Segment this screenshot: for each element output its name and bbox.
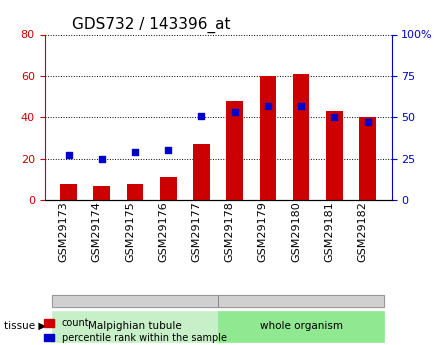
Point (131, 149, 138, 155)
Point (65, 152, 72, 158)
Bar (93, 186, 110, 200)
Text: tissue ▶: tissue ▶ (4, 321, 47, 331)
Point (165, 148, 172, 153)
Bar (326, 111, 343, 200)
Bar (359, 117, 376, 200)
Bar (60, 184, 77, 200)
Bar (193, 144, 210, 200)
Point (364, 119, 371, 125)
Point (331, 115, 338, 120)
Bar (259, 76, 276, 200)
Point (231, 110, 238, 115)
Legend: count, percentile rank within the sample: count, percentile rank within the sample (40, 314, 231, 345)
Bar (127, 184, 143, 200)
Text: Malpighian tubule: Malpighian tubule (88, 321, 182, 331)
Bar (227, 101, 243, 200)
Point (98, 156, 105, 161)
Text: GDS732 / 143396_at: GDS732 / 143396_at (72, 17, 231, 33)
Point (298, 103, 305, 108)
Text: whole organism: whole organism (259, 321, 343, 331)
Bar (293, 74, 309, 200)
Point (264, 103, 271, 108)
Point (198, 113, 205, 118)
Bar (160, 177, 177, 200)
